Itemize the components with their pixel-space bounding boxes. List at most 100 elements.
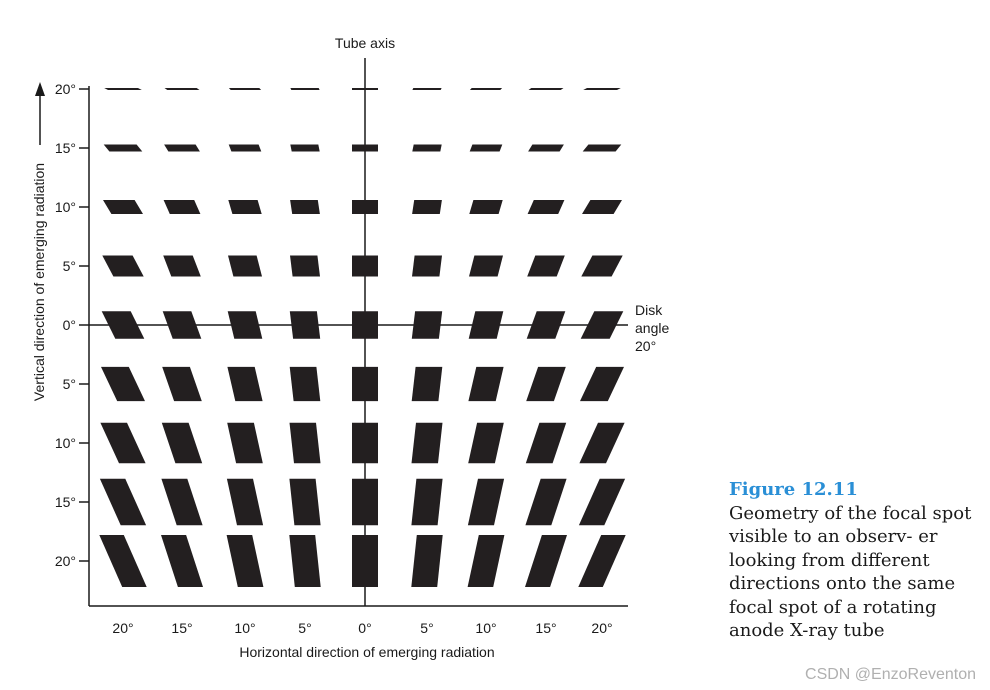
focal-spot-marks <box>99 88 626 587</box>
focal-spot-mark <box>103 144 143 152</box>
y-tick-label: 20° <box>55 81 76 97</box>
focal-spot-mark <box>411 478 443 526</box>
focal-spot-mark <box>290 88 320 90</box>
focal-spot-mark <box>579 422 625 464</box>
focal-spot-mark <box>469 200 503 214</box>
x-tick-labels: 20° 15° 10° 5° 0° 5° 10° 15° 20° <box>112 620 612 636</box>
focal-spot-mark <box>352 535 378 587</box>
focal-spot-mark <box>582 144 622 152</box>
focal-spot-mark <box>101 311 145 339</box>
focal-spot-mark <box>527 200 565 214</box>
focal-spot-mark <box>228 255 262 277</box>
focal-spot-mark <box>161 422 203 464</box>
focal-spot-mark <box>468 311 504 339</box>
focal-spot-mark <box>228 144 262 152</box>
focal-spot-mark <box>525 535 567 587</box>
focal-spot-mark <box>162 366 202 402</box>
focal-spot-mark <box>228 88 262 90</box>
y-tick-label: 15° <box>55 494 76 510</box>
focal-spot-mark <box>352 255 378 277</box>
x-tick-label: 10° <box>475 620 496 636</box>
y-tick-label: 5° <box>63 258 76 274</box>
focal-spot-mark <box>352 311 378 339</box>
disk-label-line3: 20° <box>635 338 656 354</box>
focal-spot-mark <box>581 255 623 277</box>
focal-spot-mark <box>526 311 566 339</box>
tube-axis-label: Tube axis <box>335 35 395 51</box>
focal-spot-mark <box>161 535 203 587</box>
focal-spot-mark <box>99 535 147 587</box>
focal-spot-mark <box>468 366 504 402</box>
focal-spot-mark <box>412 200 442 214</box>
disk-label-line1: Disk <box>635 302 663 318</box>
y-tick-labels: 20° 15° 10° 5° 0° 5° 10° 15° 20° <box>55 81 89 569</box>
focal-spot-mark <box>100 422 146 464</box>
focal-spot-mark <box>289 478 321 526</box>
focal-spot-mark <box>161 478 203 526</box>
focal-spot-mark <box>352 200 378 214</box>
y-tick-label: 20° <box>55 553 76 569</box>
focal-spot-mark <box>412 255 442 277</box>
y-tick-label: 10° <box>55 435 76 451</box>
x-tick-label: 20° <box>591 620 612 636</box>
y-tick-label: 0° <box>63 317 76 333</box>
focal-spot-mark <box>227 311 263 339</box>
y-tick-label: 10° <box>55 199 76 215</box>
focal-spot-mark <box>352 88 378 90</box>
focal-spot-mark <box>226 478 264 526</box>
watermark: CSDN @EnzoReventon <box>805 666 976 683</box>
focal-spot-mark <box>102 255 144 277</box>
caption-text: Geometry of the focal spot visible to an… <box>729 502 972 642</box>
focal-spot-mark <box>352 144 378 152</box>
focal-spot-mark <box>580 366 624 402</box>
caption-title: Figure 12.11 <box>729 479 858 500</box>
focal-spot-mark <box>468 422 504 464</box>
focal-spot-mark <box>352 478 378 526</box>
focal-spot-mark <box>578 478 626 526</box>
focal-spot-mark <box>289 311 321 339</box>
y-axis-label: Vertical direction of emerging radiation <box>31 163 47 401</box>
focal-spot-mark <box>99 478 147 526</box>
focal-spot-mark <box>352 422 378 464</box>
focal-spot-mark <box>163 255 201 277</box>
y-axis-arrow-icon <box>35 82 45 96</box>
focal-spot-mark <box>227 422 263 464</box>
x-tick-label: 5° <box>420 620 433 636</box>
focal-spot-mark <box>528 144 564 152</box>
focal-spot-mark <box>228 200 262 214</box>
focal-spot-mark <box>411 311 443 339</box>
focal-spot-mark <box>164 144 200 152</box>
focal-spot-mark <box>103 200 143 214</box>
focal-spot-mark <box>163 200 201 214</box>
focal-spot-mark <box>227 366 263 402</box>
x-tick-label: 15° <box>535 620 556 636</box>
focal-spot-mark <box>582 200 622 214</box>
focal-spot-mark <box>412 88 442 90</box>
x-axis-label: Horizontal direction of emerging radiati… <box>239 644 494 660</box>
x-tick-label: 15° <box>171 620 192 636</box>
focal-spot-mark <box>290 200 320 214</box>
focal-spot-mark <box>578 535 626 587</box>
focal-spot-mark <box>412 144 442 152</box>
focal-spot-mark <box>289 422 321 464</box>
focal-spot-mark <box>525 478 567 526</box>
x-tick-label: 20° <box>112 620 133 636</box>
focal-spot-mark <box>290 144 320 152</box>
focal-spot-mark <box>411 535 443 587</box>
figure-caption: Figure 12.11 Geometry of the focal spot … <box>729 478 979 643</box>
focal-spot-mark <box>164 88 200 90</box>
focal-spot-mark <box>526 366 566 402</box>
focal-spot-mark <box>527 255 565 277</box>
x-tick-label: 10° <box>234 620 255 636</box>
focal-spot-mark <box>352 366 378 402</box>
y-tick-label: 15° <box>55 140 76 156</box>
focal-spot-mark <box>162 311 202 339</box>
focal-spot-mark <box>226 535 264 587</box>
y-tick-label: 5° <box>63 376 76 392</box>
focal-spot-mark <box>525 422 567 464</box>
x-tick-label: 0° <box>358 620 371 636</box>
focal-spot-mark <box>290 255 320 277</box>
focal-spot-mark <box>467 535 505 587</box>
focal-spot-mark <box>528 88 564 90</box>
